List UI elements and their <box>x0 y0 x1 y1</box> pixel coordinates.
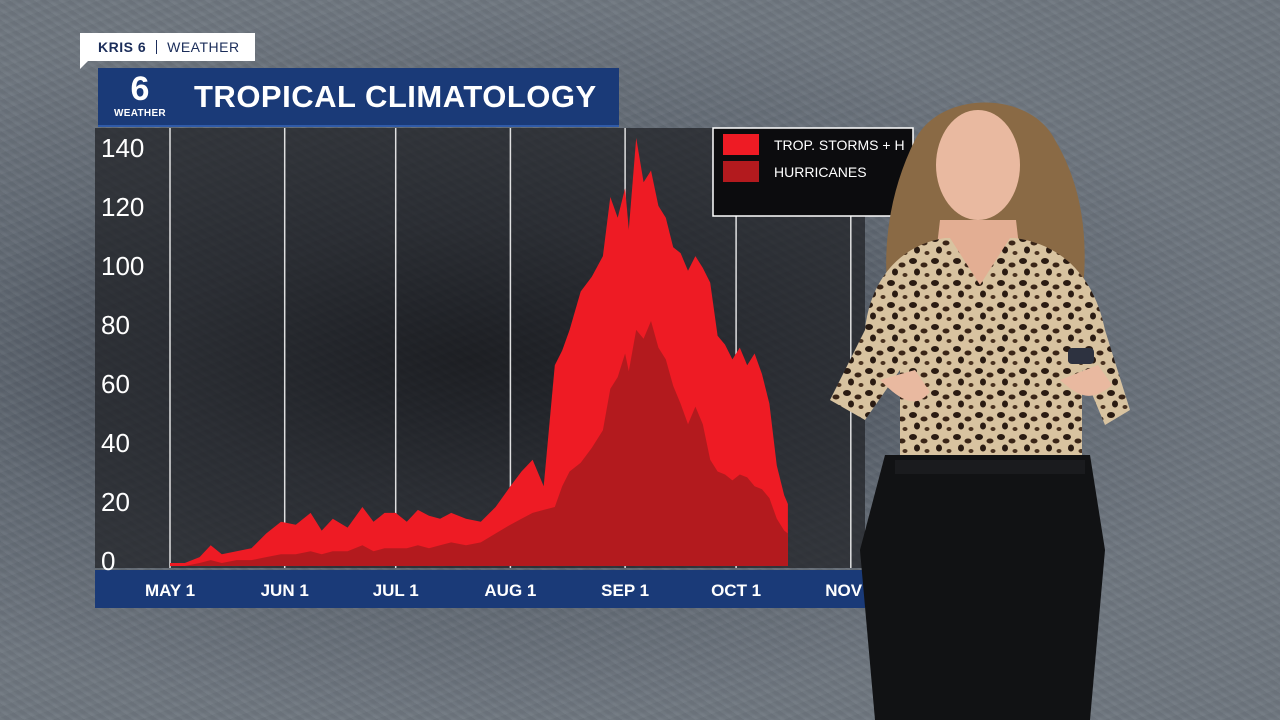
brand-divider <box>156 40 158 54</box>
presenter-figure <box>830 102 1130 720</box>
y-tick-label-0: 0 <box>101 546 115 576</box>
y-tick-label-20: 20 <box>101 487 130 517</box>
station-logo: 6 WEATHER <box>108 70 172 124</box>
y-tick-label-80: 80 <box>101 310 130 340</box>
y-tick-label-120: 120 <box>101 192 144 222</box>
y-tick-label-140: 140 <box>101 133 144 163</box>
y-tick-label-40: 40 <box>101 428 130 458</box>
legend-swatch-1 <box>723 161 759 182</box>
y-axis: 0 20 40 60 80 100 120 140 <box>101 133 144 576</box>
page-title: TROPICAL CLIMATOLOGY <box>194 79 597 114</box>
x-axis: MAY 1 JUN 1 JUL 1 AUG 1 SEP 1 OCT 1 NOV 1 <box>145 581 876 600</box>
x-tick-label-2: JUL 1 <box>373 581 419 600</box>
section-name: WEATHER <box>167 39 240 55</box>
y-tick-label-100: 100 <box>101 251 144 281</box>
station-name: KRIS 6 <box>98 39 147 55</box>
y-tick-label-60: 60 <box>101 369 130 399</box>
title-bar: 6 WEATHER TROPICAL CLIMATOLOGY <box>98 68 619 127</box>
x-axis-bar <box>95 570 865 608</box>
x-tick-label-5: OCT 1 <box>711 581 761 600</box>
x-tick-label-1: JUN 1 <box>261 581 309 600</box>
x-tick-label-0: MAY 1 <box>145 581 195 600</box>
logo-label: WEATHER <box>114 108 166 119</box>
x-tick-label-4: SEP 1 <box>601 581 649 600</box>
brand-tag: KRIS 6 WEATHER <box>80 33 255 69</box>
x-tick-label-3: AUG 1 <box>484 581 536 600</box>
logo-number: 6 <box>130 70 150 108</box>
series-area-hurricanes <box>170 321 788 566</box>
legend-label-0: TROP. STORMS + H <box>774 137 905 153</box>
legend: TROP. STORMS + H HURRICANES <box>712 127 914 217</box>
legend-label-1: HURRICANES <box>774 164 867 180</box>
legend-swatch-0 <box>723 134 759 155</box>
